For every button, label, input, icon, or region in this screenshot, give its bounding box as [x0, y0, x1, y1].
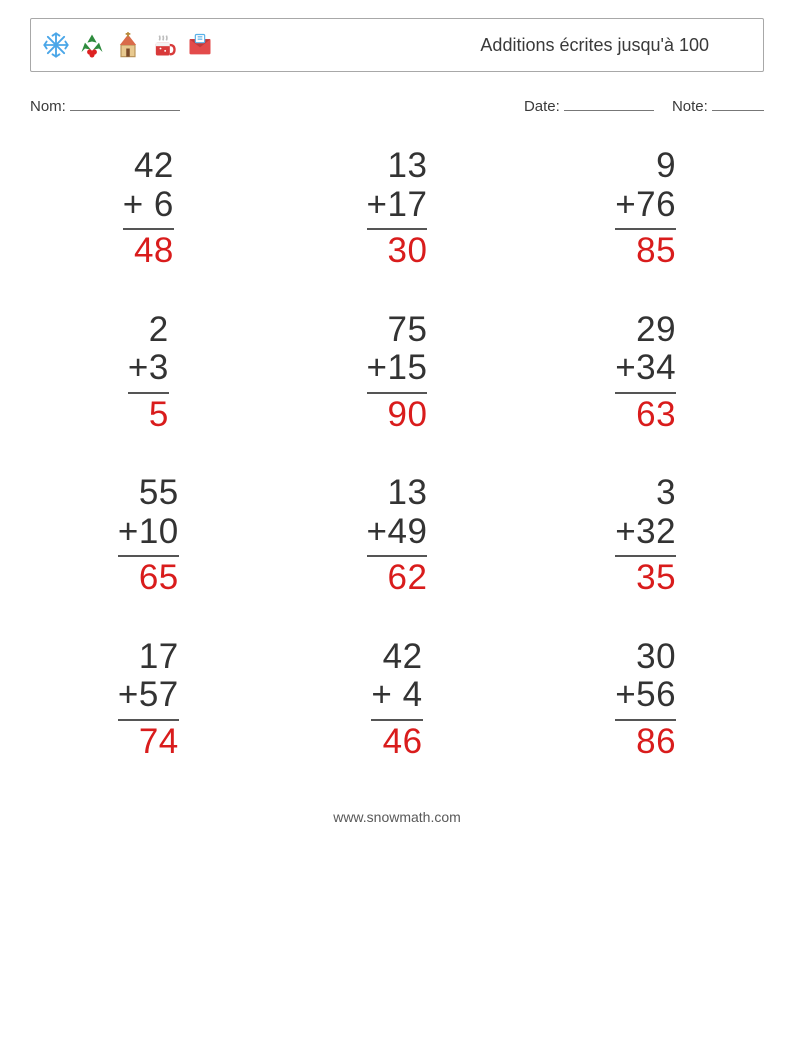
note-blank[interactable]	[712, 96, 764, 111]
addend-b-line: +56	[615, 676, 676, 715]
sum-bar	[615, 392, 676, 394]
sum-bar	[118, 555, 179, 557]
problem: 9+76 85	[551, 147, 740, 271]
addend-a: 13	[367, 147, 428, 186]
problem: 13+49 62	[303, 474, 492, 598]
addend-b-line: +57	[118, 676, 179, 715]
answer: 74	[118, 723, 179, 762]
addend-a: 30	[615, 638, 676, 677]
addend-b-line: +3	[128, 349, 169, 388]
answer: 48	[123, 232, 174, 271]
problem: 55+10 65	[54, 474, 243, 598]
answer: 46	[371, 723, 422, 762]
holly-icon	[77, 30, 107, 60]
church-icon	[113, 30, 143, 60]
addend-b-line: +34	[615, 349, 676, 388]
problem: 29+34 63	[551, 311, 740, 435]
addend-b-line: + 4	[371, 676, 422, 715]
sum-bar	[123, 228, 174, 230]
footer-url: www.snowmath.com	[30, 809, 764, 853]
sum-bar	[615, 228, 676, 230]
addend-b-line: +17	[367, 186, 428, 225]
addend-a: 55	[118, 474, 179, 513]
sum-bar	[367, 228, 428, 230]
problem: 3+32 35	[551, 474, 740, 598]
addend-b-line: +32	[615, 513, 676, 552]
sum-bar	[128, 392, 169, 394]
addend-b-line: +49	[367, 513, 428, 552]
sum-bar	[367, 392, 428, 394]
note-label: Note:	[672, 98, 708, 115]
problems-grid: 42+ 64813+1730 9+7685 2+3575+159029+3463…	[30, 147, 764, 761]
problem: 13+17 30	[303, 147, 492, 271]
cocoa-icon	[149, 30, 179, 60]
date-label: Date:	[524, 98, 560, 115]
addend-a: 2	[128, 311, 169, 350]
sum-bar	[615, 555, 676, 557]
answer: 30	[367, 232, 428, 271]
header-box: Additions écrites jusqu'à 100	[30, 18, 764, 72]
name-field: Nom:	[30, 96, 180, 115]
problem: 75+15 90	[303, 311, 492, 435]
problem: 30+56 86	[551, 638, 740, 762]
note-field: Note:	[672, 96, 764, 115]
addend-a: 17	[118, 638, 179, 677]
addend-b-line: +15	[367, 349, 428, 388]
addend-a: 42	[371, 638, 422, 677]
sum-bar	[371, 719, 422, 721]
date-field: Date:	[524, 96, 654, 115]
answer: 35	[615, 559, 676, 598]
answer: 85	[615, 232, 676, 271]
addend-a: 29	[615, 311, 676, 350]
worksheet-title: Additions écrites jusqu'à 100	[480, 35, 709, 56]
answer: 62	[367, 559, 428, 598]
date-blank[interactable]	[564, 96, 654, 111]
answer: 63	[615, 396, 676, 435]
answer: 90	[367, 396, 428, 435]
info-row: Nom: Date: Note:	[30, 96, 764, 115]
addend-a: 42	[123, 147, 174, 186]
header-icons	[41, 30, 215, 60]
addend-b-line: +10	[118, 513, 179, 552]
addend-b-line: + 6	[123, 186, 174, 225]
answer: 86	[615, 723, 676, 762]
addend-b-line: +76	[615, 186, 676, 225]
envelope-icon	[185, 30, 215, 60]
problem: 2+3 5	[54, 311, 243, 435]
problem: 42+ 4 46	[303, 638, 492, 762]
addend-a: 75	[367, 311, 428, 350]
addend-a: 9	[615, 147, 676, 186]
sum-bar	[615, 719, 676, 721]
name-blank[interactable]	[70, 96, 180, 111]
addend-a: 13	[367, 474, 428, 513]
sum-bar	[118, 719, 179, 721]
addend-a: 3	[615, 474, 676, 513]
answer: 5	[128, 396, 169, 435]
snowflake-icon	[41, 30, 71, 60]
answer: 65	[118, 559, 179, 598]
sum-bar	[367, 555, 428, 557]
problem: 42+ 6 48	[54, 147, 243, 271]
worksheet-page: Additions écrites jusqu'à 100 Nom: Date:…	[0, 0, 794, 863]
problem: 17+57 74	[54, 638, 243, 762]
name-label: Nom:	[30, 98, 66, 115]
